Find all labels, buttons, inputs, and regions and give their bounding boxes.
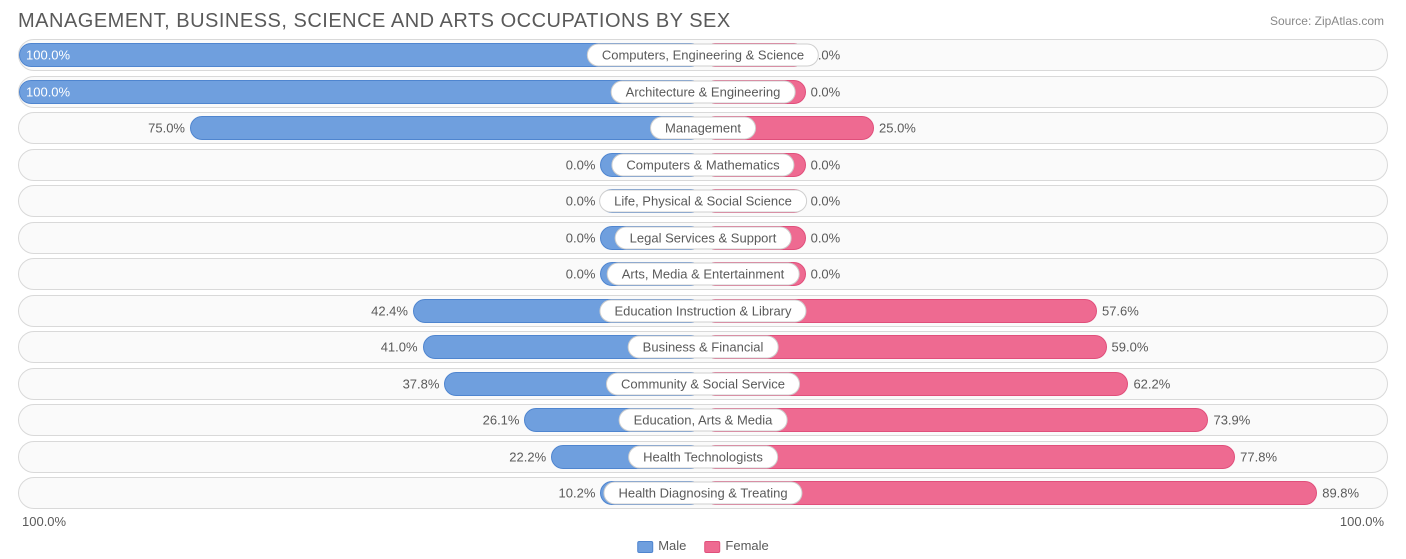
category-label: Arts, Media & Entertainment — [607, 263, 800, 286]
male-pct-label: 42.4% — [371, 303, 408, 318]
female-swatch-icon — [704, 541, 720, 553]
bar-row: 37.8% 62.2% Community & Social Service — [18, 368, 1388, 400]
male-pct-label: 0.0% — [566, 194, 596, 209]
category-label: Business & Financial — [628, 336, 779, 359]
female-pct-label: 0.0% — [811, 194, 841, 209]
female-pct-label: 0.0% — [811, 84, 841, 99]
bar-row: 10.2% 89.8% Health Diagnosing & Treating — [18, 477, 1388, 509]
source-attribution: Source: ZipAtlas.com — [1270, 14, 1384, 28]
source-name: ZipAtlas.com — [1315, 14, 1384, 28]
male-pct-label: 75.0% — [148, 121, 185, 136]
bar-row: 0.0% 0.0% Computers & Mathematics — [18, 149, 1388, 181]
bar-row: 22.2%77.8%Health Technologists — [18, 441, 1388, 473]
male-pct-label: 0.0% — [566, 267, 596, 282]
male-swatch-icon — [637, 541, 653, 553]
male-pct-label: 41.0% — [381, 340, 418, 355]
female-pct-label: 0.0% — [811, 267, 841, 282]
legend-female: Female — [704, 538, 768, 553]
diverging-bar-chart: 100.0% 0.0% Computers, Engineering & Scien… — [18, 39, 1388, 509]
female-bar: 77.8% — [703, 445, 1235, 469]
female-pct-label: 25.0% — [879, 121, 916, 136]
x-axis: 100.0% 100.0% — [18, 514, 1388, 529]
female-pct-label: 57.6% — [1102, 303, 1139, 318]
female-pct-label: 59.0% — [1112, 340, 1149, 355]
male-pct-label: 100.0% — [26, 48, 70, 63]
male-pct-label: 26.1% — [483, 413, 520, 428]
female-pct-label: 77.8% — [1240, 449, 1277, 464]
male-pct-label: 10.2% — [559, 486, 596, 501]
bar-row: 75.0% 25.0% Management — [18, 112, 1388, 144]
category-label: Life, Physical & Social Science — [599, 190, 807, 213]
legend-female-label: Female — [725, 538, 768, 553]
category-label: Health Diagnosing & Treating — [603, 482, 802, 505]
source-prefix: Source: — [1270, 14, 1315, 28]
category-label: Computers & Mathematics — [611, 153, 794, 176]
female-pct-label: 0.0% — [811, 157, 841, 172]
bar-row: 100.0% 0.0% Architecture & Engineering — [18, 76, 1388, 108]
male-bar: 100.0% — [19, 80, 703, 104]
legend: Male Female — [637, 538, 769, 553]
axis-right-label: 100.0% — [1340, 514, 1384, 529]
female-pct-label: 73.9% — [1213, 413, 1250, 428]
male-pct-label: 0.0% — [566, 157, 596, 172]
category-label: Management — [650, 117, 756, 140]
category-label: Education Instruction & Library — [599, 299, 806, 322]
category-label: Health Technologists — [628, 445, 778, 468]
male-bar: 75.0% — [190, 116, 703, 140]
category-label: Architecture & Engineering — [611, 80, 796, 103]
bar-row: 100.0%0.0%Computers, Engineering & Scien… — [18, 39, 1388, 71]
legend-male-label: Male — [658, 538, 686, 553]
bar-row: 0.0%0.0%Life, Physical & Social Science — [18, 185, 1388, 217]
category-label: Legal Services & Support — [615, 226, 792, 249]
male-pct-label: 0.0% — [566, 230, 596, 245]
female-pct-label: 0.0% — [811, 230, 841, 245]
legend-male: Male — [637, 538, 686, 553]
bar-row: 0.0% 0.0% Legal Services & Support — [18, 222, 1388, 254]
axis-left-label: 100.0% — [22, 514, 66, 529]
bar-row: 0.0% 0.0% Arts, Media & Entertainment — [18, 258, 1388, 290]
bar-row: 41.0% 59.0% Business & Financial — [18, 331, 1388, 363]
category-label: Education, Arts & Media — [619, 409, 788, 432]
male-pct-label: 37.8% — [403, 376, 440, 391]
chart-title: MANAGEMENT, BUSINESS, SCIENCE AND ARTS O… — [18, 10, 1388, 33]
bar-row: 26.1% 73.9% Education, Arts & Media — [18, 404, 1388, 436]
female-pct-label: 89.8% — [1322, 486, 1359, 501]
female-pct-label: 62.2% — [1133, 376, 1170, 391]
category-label: Computers, Engineering & Science — [587, 44, 819, 67]
male-pct-label: 100.0% — [26, 84, 70, 99]
category-label: Community & Social Service — [606, 372, 800, 395]
bar-row: 42.4% 57.6% Education Instruction & Librar… — [18, 295, 1388, 327]
male-pct-label: 22.2% — [509, 449, 546, 464]
